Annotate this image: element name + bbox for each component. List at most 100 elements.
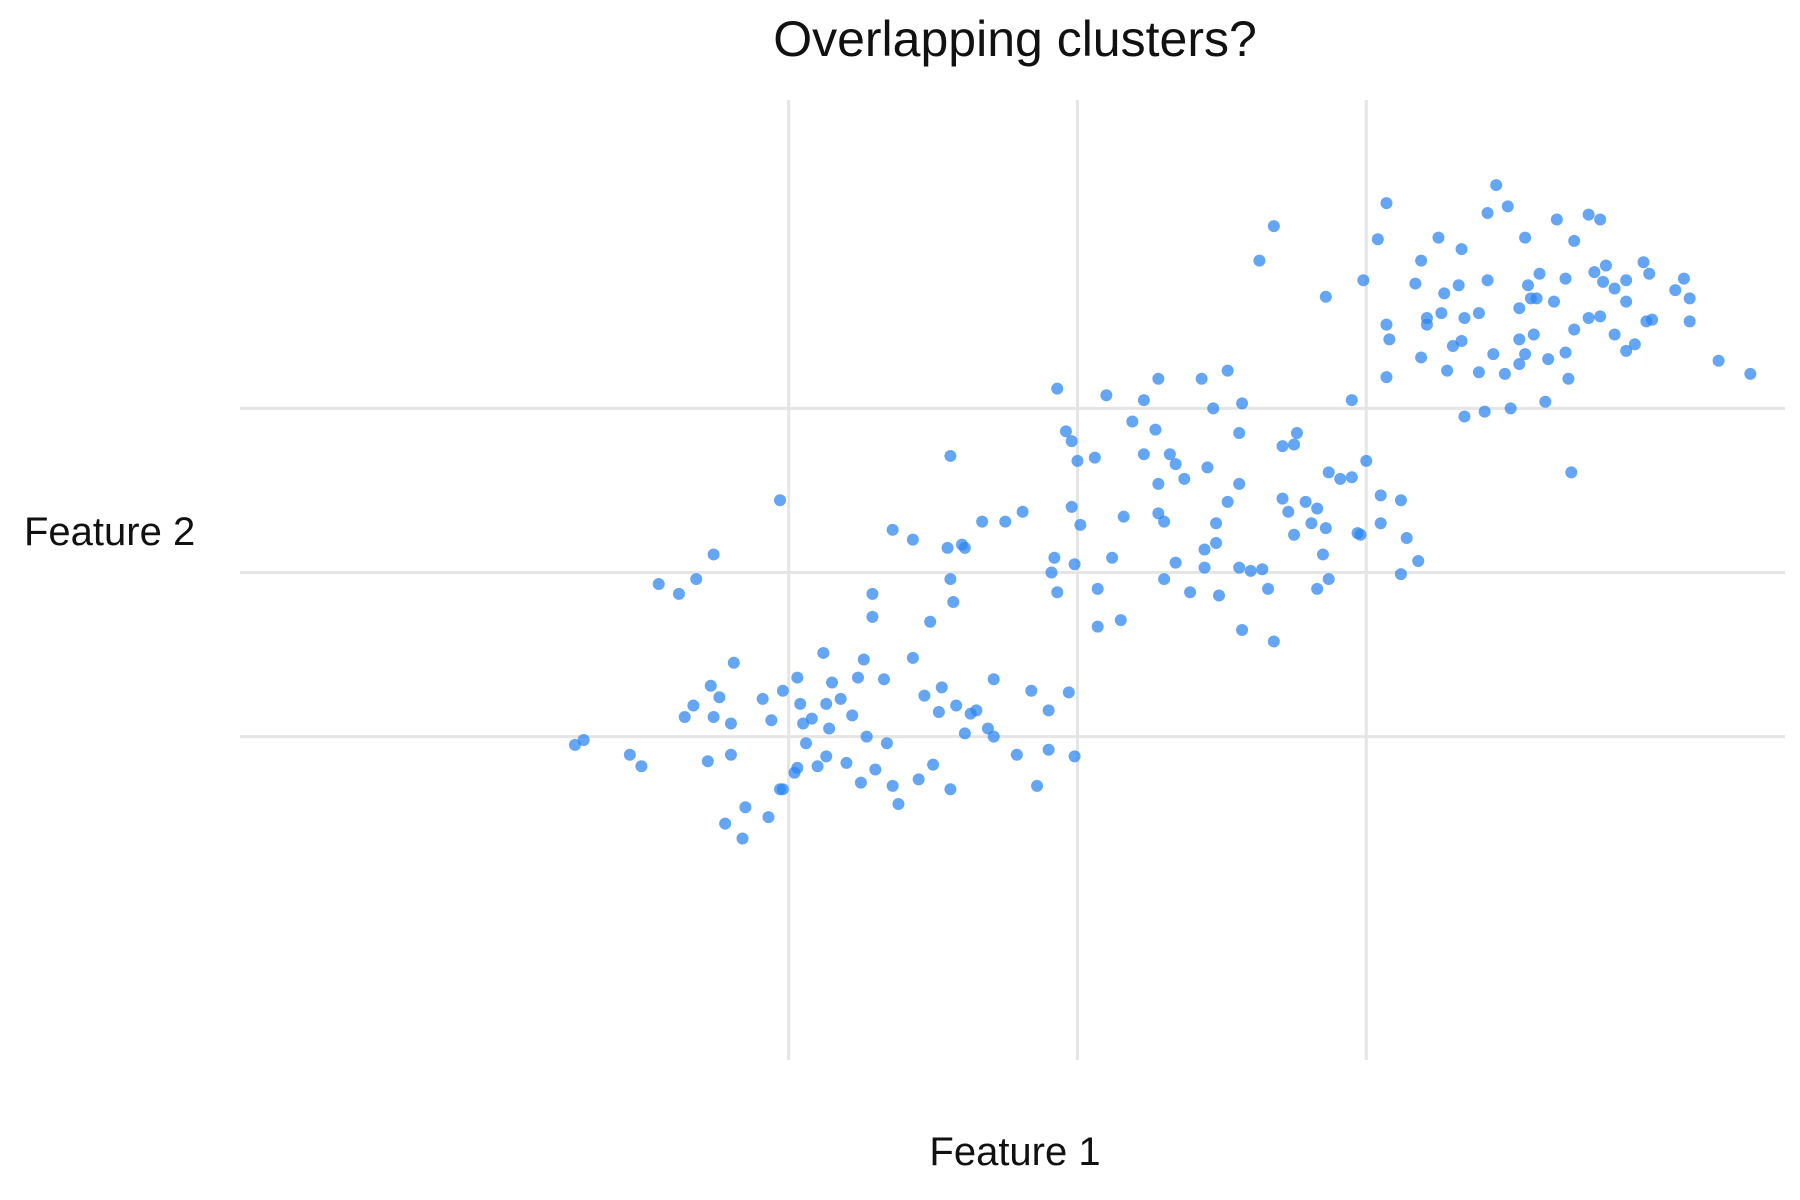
data-point xyxy=(826,676,839,689)
data-point xyxy=(1195,372,1208,385)
data-point xyxy=(1288,438,1301,451)
data-point xyxy=(823,722,836,735)
data-point xyxy=(1504,402,1517,415)
data-point xyxy=(1498,367,1511,380)
data-point xyxy=(1374,489,1387,502)
data-point xyxy=(1201,461,1214,474)
data-point xyxy=(1065,435,1078,448)
data-point xyxy=(866,587,879,600)
data-point xyxy=(1152,372,1165,385)
data-point xyxy=(1311,582,1324,595)
data-point xyxy=(1542,353,1555,366)
data-point xyxy=(955,538,968,551)
data-point xyxy=(800,737,813,750)
data-point xyxy=(1620,274,1633,287)
data-point xyxy=(840,756,853,769)
data-point xyxy=(652,577,665,590)
data-point xyxy=(1435,307,1448,320)
data-point xyxy=(1345,394,1358,407)
data-point xyxy=(1016,505,1029,518)
chart-title: Overlapping clusters? xyxy=(773,11,1257,67)
data-point xyxy=(1669,284,1682,297)
data-point xyxy=(1455,243,1468,256)
data-point xyxy=(1455,335,1468,348)
data-point xyxy=(1394,494,1407,507)
data-point xyxy=(1458,410,1471,423)
data-point xyxy=(950,699,963,712)
data-point xyxy=(947,596,960,609)
data-point xyxy=(1062,686,1075,699)
data-point xyxy=(719,817,732,830)
data-point xyxy=(776,684,789,697)
data-point xyxy=(1345,471,1358,484)
data-point xyxy=(941,541,954,554)
data-point xyxy=(678,710,691,723)
data-point xyxy=(1559,272,1572,285)
data-point xyxy=(1594,213,1607,226)
data-point xyxy=(866,610,879,623)
data-point xyxy=(976,515,989,528)
data-point xyxy=(1458,312,1471,325)
data-point xyxy=(1290,426,1303,439)
data-point xyxy=(1267,635,1280,648)
data-point xyxy=(794,697,807,710)
data-point xyxy=(774,494,787,507)
data-point xyxy=(1683,315,1696,328)
x-axis-label: Feature 1 xyxy=(929,1130,1101,1174)
data-point xyxy=(1158,515,1171,528)
data-point xyxy=(577,733,590,746)
data-point xyxy=(860,730,873,743)
data-point xyxy=(1472,307,1485,320)
data-point xyxy=(817,646,830,659)
data-point xyxy=(1357,274,1370,287)
data-point xyxy=(1074,518,1087,531)
data-point xyxy=(918,689,931,702)
data-point xyxy=(1420,318,1433,331)
data-point xyxy=(869,763,882,776)
data-point xyxy=(762,811,775,824)
data-point xyxy=(1319,290,1332,303)
data-point xyxy=(1051,586,1064,599)
data-point xyxy=(1233,426,1246,439)
data-point xyxy=(1481,206,1494,219)
data-point xyxy=(892,797,905,810)
data-point xyxy=(1643,267,1656,280)
data-point xyxy=(1588,266,1601,279)
data-point xyxy=(1137,448,1150,461)
data-point xyxy=(1048,551,1061,564)
data-point xyxy=(944,449,957,462)
data-point xyxy=(1158,573,1171,586)
data-point xyxy=(1415,254,1428,267)
data-point xyxy=(1562,372,1575,385)
data-point xyxy=(1042,704,1055,717)
data-point xyxy=(1319,522,1332,535)
data-point xyxy=(1233,477,1246,490)
data-point xyxy=(704,679,717,692)
data-point xyxy=(1010,748,1023,761)
data-point xyxy=(1322,466,1335,479)
data-point xyxy=(1628,338,1641,351)
data-point xyxy=(1521,279,1534,292)
data-point xyxy=(944,783,957,796)
data-point xyxy=(1519,348,1532,361)
data-point xyxy=(854,776,867,789)
data-point xyxy=(1045,566,1058,579)
data-point xyxy=(1114,614,1127,627)
data-point xyxy=(1478,405,1491,418)
data-point xyxy=(1383,333,1396,346)
data-point xyxy=(1438,287,1451,300)
data-point xyxy=(1683,292,1696,305)
data-point xyxy=(1360,454,1373,467)
data-point xyxy=(1210,517,1223,530)
data-point xyxy=(1267,220,1280,233)
data-point xyxy=(1305,517,1318,530)
y-axis-label: Feature 2 xyxy=(24,510,196,554)
data-point xyxy=(1547,295,1560,308)
data-point xyxy=(635,760,648,773)
data-point xyxy=(857,653,870,666)
data-point xyxy=(1025,684,1038,697)
data-point xyxy=(1288,528,1301,541)
data-point xyxy=(1071,454,1084,467)
data-point xyxy=(1117,510,1130,523)
data-point xyxy=(1409,277,1422,290)
